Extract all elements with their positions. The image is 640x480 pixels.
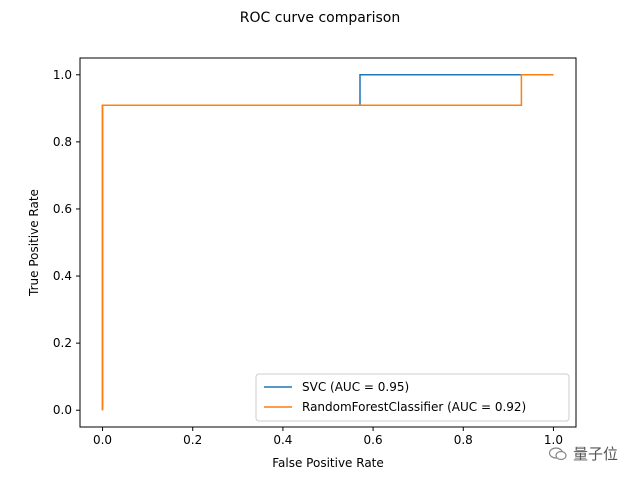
x-tick-label: 0.0 xyxy=(93,433,112,447)
y-axis-label: True Positive Rate xyxy=(27,189,41,297)
x-axis-label: False Positive Rate xyxy=(272,456,384,470)
legend-label-0: SVC (AUC = 0.95) xyxy=(302,380,409,394)
series-line-1 xyxy=(101,74,554,411)
series-layer xyxy=(101,74,554,411)
x-tick-label: 0.4 xyxy=(273,433,292,447)
x-tick-label: 0.2 xyxy=(183,433,202,447)
watermark: 量子位 xyxy=(548,443,618,464)
legend-box xyxy=(255,373,570,422)
y-tick-label: 0.2 xyxy=(53,336,72,350)
x-tick-label: 0.6 xyxy=(364,433,383,447)
y-tick-label: 0.0 xyxy=(53,403,72,417)
x-axis-ticks: 0.0 0.2 0.4 0.6 0.8 1.0 xyxy=(93,427,563,447)
x-tick-label: 1.0 xyxy=(544,433,563,447)
y-tick-label: 0.6 xyxy=(53,202,72,216)
y-tick-label: 1.0 xyxy=(53,68,72,82)
legend-label-1: RandomForestClassifier (AUC = 0.92) xyxy=(302,400,526,414)
watermark-text: 量子位 xyxy=(572,445,618,463)
chart-title: ROC curve comparison xyxy=(240,10,400,26)
series-line-0 xyxy=(101,74,522,411)
x-tick-label: 0.8 xyxy=(454,433,473,447)
axes-frame xyxy=(79,57,577,428)
y-tick-label: 0.8 xyxy=(53,135,72,149)
y-axis-ticks: 0.0 0.2 0.4 0.6 0.8 1.0 xyxy=(53,68,80,417)
y-tick-label: 0.4 xyxy=(53,269,72,283)
legend: SVC (AUC = 0.95) RandomForestClassifier (… xyxy=(255,373,570,422)
wechat-icon xyxy=(548,446,567,461)
